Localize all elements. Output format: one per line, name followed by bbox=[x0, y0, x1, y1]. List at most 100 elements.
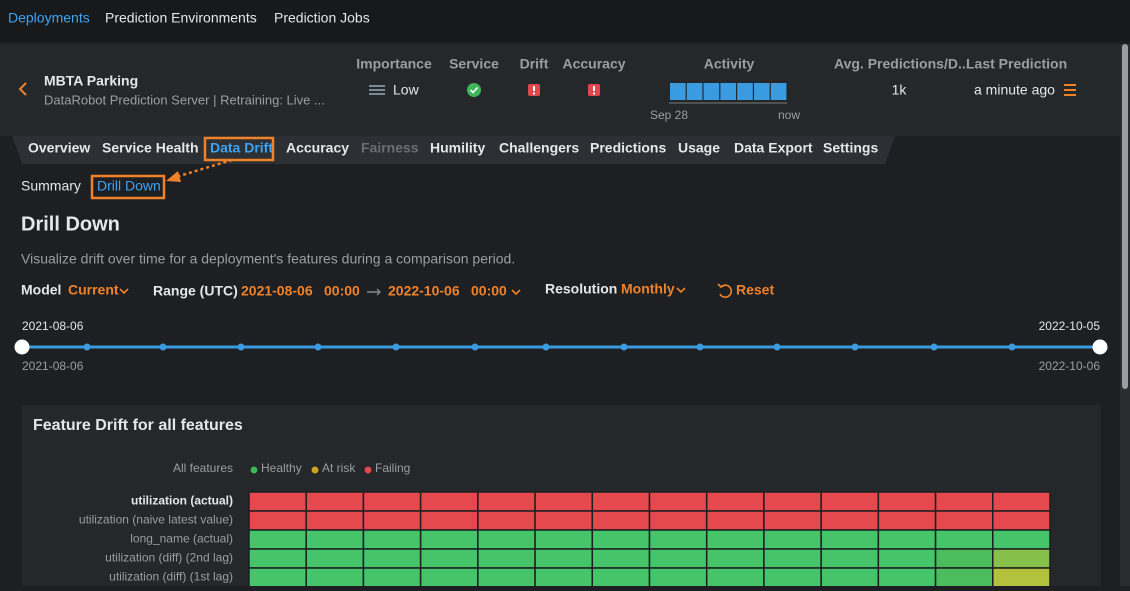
timeline-point[interactable] bbox=[314, 343, 322, 351]
heatmap-cell[interactable] bbox=[992, 548, 1051, 569]
heatmap-cell[interactable] bbox=[534, 510, 594, 531]
heatmap-cell[interactable] bbox=[705, 567, 765, 588]
heatmap-cell[interactable] bbox=[534, 529, 594, 550]
heatmap-cell[interactable] bbox=[934, 567, 994, 588]
menu-button[interactable] bbox=[1064, 84, 1076, 96]
heatmap-cell[interactable] bbox=[305, 529, 365, 550]
heatmap-cell[interactable] bbox=[648, 491, 708, 512]
timeline-point[interactable] bbox=[471, 343, 479, 351]
heatmap-cell[interactable] bbox=[648, 510, 708, 531]
timeline-handle[interactable] bbox=[1092, 339, 1108, 355]
heatmap-cell[interactable] bbox=[419, 510, 479, 531]
heatmap-cell[interactable] bbox=[648, 529, 708, 550]
heatmap-cell[interactable] bbox=[591, 548, 651, 569]
heatmap-cell[interactable] bbox=[477, 529, 536, 550]
heatmap-cell[interactable] bbox=[248, 510, 307, 531]
heatmap-cell[interactable] bbox=[362, 529, 422, 550]
heatmap-cell[interactable] bbox=[763, 510, 822, 531]
heatmap-cell[interactable] bbox=[591, 567, 651, 588]
heatmap-cell[interactable] bbox=[763, 548, 822, 569]
timeline-point[interactable] bbox=[773, 343, 781, 351]
heatmap-cell[interactable] bbox=[705, 548, 765, 569]
nav-tab[interactable]: Deployments bbox=[8, 10, 90, 26]
heatmap-cell[interactable] bbox=[820, 510, 880, 531]
tab[interactable]: Humility bbox=[430, 140, 485, 156]
heatmap-cell[interactable] bbox=[877, 567, 937, 588]
tab[interactable]: Accuracy bbox=[286, 140, 349, 156]
heatmap-cell[interactable] bbox=[934, 548, 994, 569]
heatmap-cell[interactable] bbox=[419, 491, 479, 512]
heatmap-cell[interactable] bbox=[305, 567, 365, 588]
heatmap-cell[interactable] bbox=[934, 510, 994, 531]
tab[interactable]: Overview bbox=[28, 140, 90, 156]
heatmap-cell[interactable] bbox=[877, 548, 937, 569]
heatmap-cell[interactable] bbox=[477, 567, 536, 588]
heatmap-cell[interactable] bbox=[477, 510, 536, 531]
heatmap-cell[interactable] bbox=[477, 491, 536, 512]
heatmap-cell[interactable] bbox=[248, 567, 307, 588]
heatmap-cell[interactable] bbox=[248, 529, 307, 550]
heatmap-cell[interactable] bbox=[820, 491, 880, 512]
heatmap-cell[interactable] bbox=[248, 548, 307, 569]
heatmap-cell[interactable] bbox=[934, 491, 994, 512]
heatmap-cell[interactable] bbox=[992, 567, 1051, 588]
heatmap-cell[interactable] bbox=[992, 491, 1051, 512]
tab[interactable]: Usage bbox=[678, 140, 720, 156]
subtab[interactable]: Summary bbox=[21, 178, 81, 194]
heatmap-cell[interactable] bbox=[763, 529, 822, 550]
heatmap-cell[interactable] bbox=[305, 548, 365, 569]
nav-tab[interactable]: Prediction Environments bbox=[105, 10, 257, 26]
heatmap-cell[interactable] bbox=[648, 567, 708, 588]
nav-tab[interactable]: Prediction Jobs bbox=[274, 10, 370, 26]
heatmap-cell[interactable] bbox=[362, 510, 422, 531]
tab[interactable]: Predictions bbox=[590, 140, 666, 156]
tab[interactable]: Service Health bbox=[102, 140, 199, 156]
heatmap-cell[interactable] bbox=[419, 548, 479, 569]
timeline-point[interactable] bbox=[392, 343, 400, 351]
back-button[interactable] bbox=[18, 82, 27, 96]
start-date[interactable]: 2021-08-06 bbox=[241, 283, 313, 299]
timeline-point[interactable] bbox=[83, 343, 91, 351]
heatmap-cell[interactable] bbox=[591, 510, 651, 531]
timeline-point[interactable] bbox=[1008, 343, 1016, 351]
model-select[interactable]: Current bbox=[68, 282, 119, 298]
timeline-point[interactable] bbox=[237, 343, 245, 351]
timeline-point[interactable] bbox=[620, 343, 628, 351]
heatmap-cell[interactable] bbox=[248, 491, 307, 512]
heatmap-cell[interactable] bbox=[305, 491, 365, 512]
heatmap-cell[interactable] bbox=[992, 510, 1051, 531]
end-date[interactable]: 2022-10-06 bbox=[388, 283, 460, 299]
tab[interactable]: Challengers bbox=[499, 140, 579, 156]
heatmap-cell[interactable] bbox=[705, 510, 765, 531]
end-time[interactable]: 00:00 bbox=[471, 283, 507, 299]
heatmap-cell[interactable] bbox=[877, 510, 937, 531]
timeline-point[interactable] bbox=[159, 343, 167, 351]
heatmap-cell[interactable] bbox=[591, 529, 651, 550]
heatmap-cell[interactable] bbox=[419, 567, 479, 588]
heatmap-cell[interactable] bbox=[362, 491, 422, 512]
heatmap-cell[interactable] bbox=[362, 548, 422, 569]
heatmap-cell[interactable] bbox=[763, 491, 822, 512]
timeline-point[interactable] bbox=[542, 343, 550, 351]
timeline-handle[interactable] bbox=[14, 339, 30, 355]
heatmap-cell[interactable] bbox=[934, 529, 994, 550]
heatmap-cell[interactable] bbox=[305, 510, 365, 531]
heatmap-cell[interactable] bbox=[705, 491, 765, 512]
timeline-point[interactable] bbox=[930, 343, 938, 351]
heatmap-cell[interactable] bbox=[877, 529, 937, 550]
heatmap-cell[interactable] bbox=[591, 491, 651, 512]
heatmap-cell[interactable] bbox=[419, 529, 479, 550]
subtab[interactable]: Drill Down bbox=[97, 178, 161, 194]
heatmap-cell[interactable] bbox=[992, 529, 1051, 550]
heatmap-cell[interactable] bbox=[534, 567, 594, 588]
heatmap-cell[interactable] bbox=[362, 567, 422, 588]
heatmap-cell[interactable] bbox=[877, 491, 937, 512]
tab[interactable]: Fairness bbox=[361, 140, 419, 156]
timeline-point[interactable] bbox=[851, 343, 859, 351]
tab[interactable]: Data Drift bbox=[210, 140, 273, 156]
heatmap-cell[interactable] bbox=[820, 529, 880, 550]
heatmap-cell[interactable] bbox=[820, 548, 880, 569]
heatmap-cell[interactable] bbox=[477, 548, 536, 569]
tab[interactable]: Data Export bbox=[734, 140, 813, 156]
resolution-select[interactable]: Monthly bbox=[621, 281, 675, 297]
